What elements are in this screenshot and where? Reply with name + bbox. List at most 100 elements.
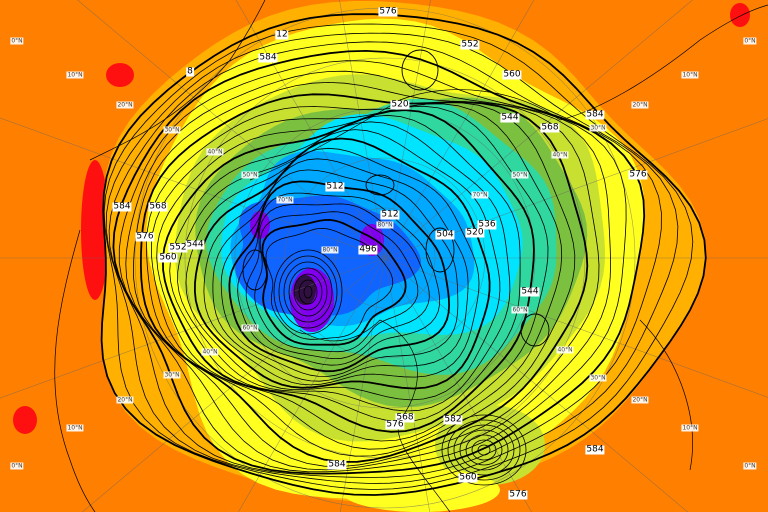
latitude-label: 0°N: [743, 37, 757, 45]
height-contour: [228, 180, 451, 373]
latitude-label: 10°N: [66, 71, 84, 79]
contour-label: 12: [275, 29, 289, 40]
height-contour: [161, 109, 535, 433]
height-contour: [265, 227, 394, 340]
latitude-label: 20°N: [631, 396, 649, 404]
latitude-label: 70°N: [276, 196, 294, 204]
contour-label: 560: [458, 472, 478, 483]
meridian-line: [384, 0, 693, 259]
height-contour: [245, 203, 430, 360]
meridian-line: [384, 257, 768, 398]
meridian-line: [384, 0, 535, 259]
height-contour: [254, 211, 419, 353]
contour-label: 8: [186, 66, 194, 77]
height-contour: [203, 147, 480, 386]
contour-label: 584: [585, 444, 605, 455]
low-contour: [365, 174, 395, 196]
contour-label: 568: [540, 122, 560, 133]
contour-label: 504: [435, 229, 455, 240]
height-contour: [150, 103, 563, 450]
low-contour: [288, 267, 328, 317]
contour-label: 512: [380, 209, 400, 220]
contour-label: 544: [520, 286, 540, 297]
contour-label: 576: [385, 419, 405, 430]
height-contour: [177, 121, 511, 412]
height-contour: [112, 49, 646, 475]
contour-label: 544: [185, 239, 205, 250]
contour-label: 584: [258, 52, 278, 63]
latitude-label: 20°N: [631, 101, 649, 109]
contour-label: 582: [443, 414, 463, 425]
meridian-line: [384, 257, 431, 512]
latitude-label: 50°N: [511, 171, 529, 179]
latitude-label: 10°N: [681, 424, 699, 432]
height-contour: [156, 105, 549, 442]
contour-label: 584: [327, 459, 347, 470]
meridian-line: [235, 0, 386, 259]
latitude-label: 50°N: [241, 171, 259, 179]
low-contour: [283, 261, 333, 323]
meridian-line: [0, 117, 386, 259]
contour-label: 496: [358, 244, 378, 255]
low-contour: [425, 227, 455, 273]
latitude-label: 60°N: [511, 306, 529, 314]
coastline: [639, 319, 693, 471]
low-contour: [471, 439, 497, 461]
contour-label: 576: [508, 489, 528, 500]
latitude-label: 0°N: [10, 37, 24, 45]
contour-label: 584: [585, 109, 605, 120]
latitude-label: 80°N: [321, 246, 339, 254]
hot-patch: [81, 160, 109, 300]
latitude-label: 20°N: [116, 396, 134, 404]
low-contour: [447, 419, 521, 481]
contour-label: 520: [465, 227, 485, 238]
height-contour: [212, 158, 469, 382]
latitude-label: 10°N: [681, 71, 699, 79]
contour-label: 536: [477, 219, 497, 230]
contour-label: 544: [500, 112, 520, 123]
low-contour: [298, 279, 318, 305]
low-contour: [273, 249, 343, 335]
coastline: [54, 229, 96, 512]
low-contour: [465, 434, 503, 466]
height-contour: [100, 13, 707, 496]
latitude-label: 40°N: [556, 346, 574, 354]
height-contour: [220, 169, 459, 377]
meridian-line: [0, 257, 386, 399]
height-contour: [108, 41, 662, 478]
contour-label: 576: [628, 169, 648, 180]
height-contour: [237, 192, 441, 366]
low-contour: [401, 49, 439, 91]
coastline: [559, 4, 768, 121]
contour-label: 512: [325, 181, 345, 192]
height-contour: [261, 218, 407, 346]
latitude-label: 20°N: [116, 101, 134, 109]
contour-label: 568: [395, 412, 415, 423]
latitude-label: 40°N: [206, 148, 224, 156]
contour-label: 520: [390, 99, 410, 110]
low-contour: [441, 414, 527, 486]
hot-patch: [13, 406, 37, 434]
low-contour: [303, 285, 313, 299]
hot-patch: [730, 3, 750, 27]
height-contour: [103, 23, 694, 490]
latitude-label: 0°N: [743, 462, 757, 470]
low-contour: [242, 249, 268, 291]
height-contour: [193, 137, 491, 390]
low-center: [294, 275, 316, 305]
latitude-label: 40°N: [551, 151, 569, 159]
latitude-label: 30°N: [589, 374, 607, 382]
latitude-label: 0°N: [10, 462, 24, 470]
contour-label: 552: [168, 242, 188, 253]
latitude-label: 30°N: [589, 124, 607, 132]
low-contour: [520, 313, 550, 347]
low-contour: [293, 273, 323, 311]
low-contour: [477, 444, 491, 456]
contour-label: 568: [148, 201, 168, 212]
height-contour: [118, 60, 627, 473]
latitude-label: 80°N: [376, 221, 394, 229]
low-contour: [459, 429, 509, 471]
contour-label: 560: [158, 252, 178, 263]
height-contour: [185, 129, 501, 401]
